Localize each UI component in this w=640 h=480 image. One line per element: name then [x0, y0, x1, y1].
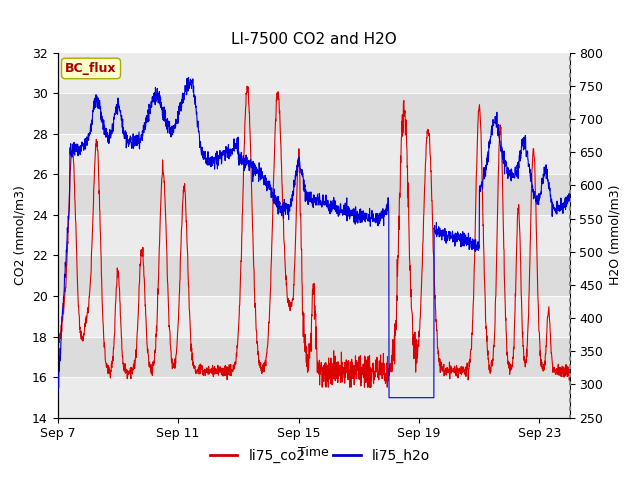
Bar: [58, 174, 570, 215]
Bar: [58, 93, 570, 134]
Bar: [58, 255, 570, 296]
Bar: [58, 134, 570, 174]
Y-axis label: H2O (mmol/m3): H2O (mmol/m3): [609, 185, 622, 286]
X-axis label: Time: Time: [298, 446, 329, 459]
Bar: [58, 296, 570, 336]
Legend: li75_co2, li75_h2o: li75_co2, li75_h2o: [204, 443, 436, 468]
Bar: [58, 336, 570, 377]
Bar: [58, 377, 570, 418]
Bar: [58, 215, 570, 255]
Y-axis label: CO2 (mmol/m3): CO2 (mmol/m3): [13, 185, 26, 285]
Title: LI-7500 CO2 and H2O: LI-7500 CO2 and H2O: [231, 33, 396, 48]
Bar: [58, 53, 570, 93]
Text: BC_flux: BC_flux: [65, 62, 116, 75]
